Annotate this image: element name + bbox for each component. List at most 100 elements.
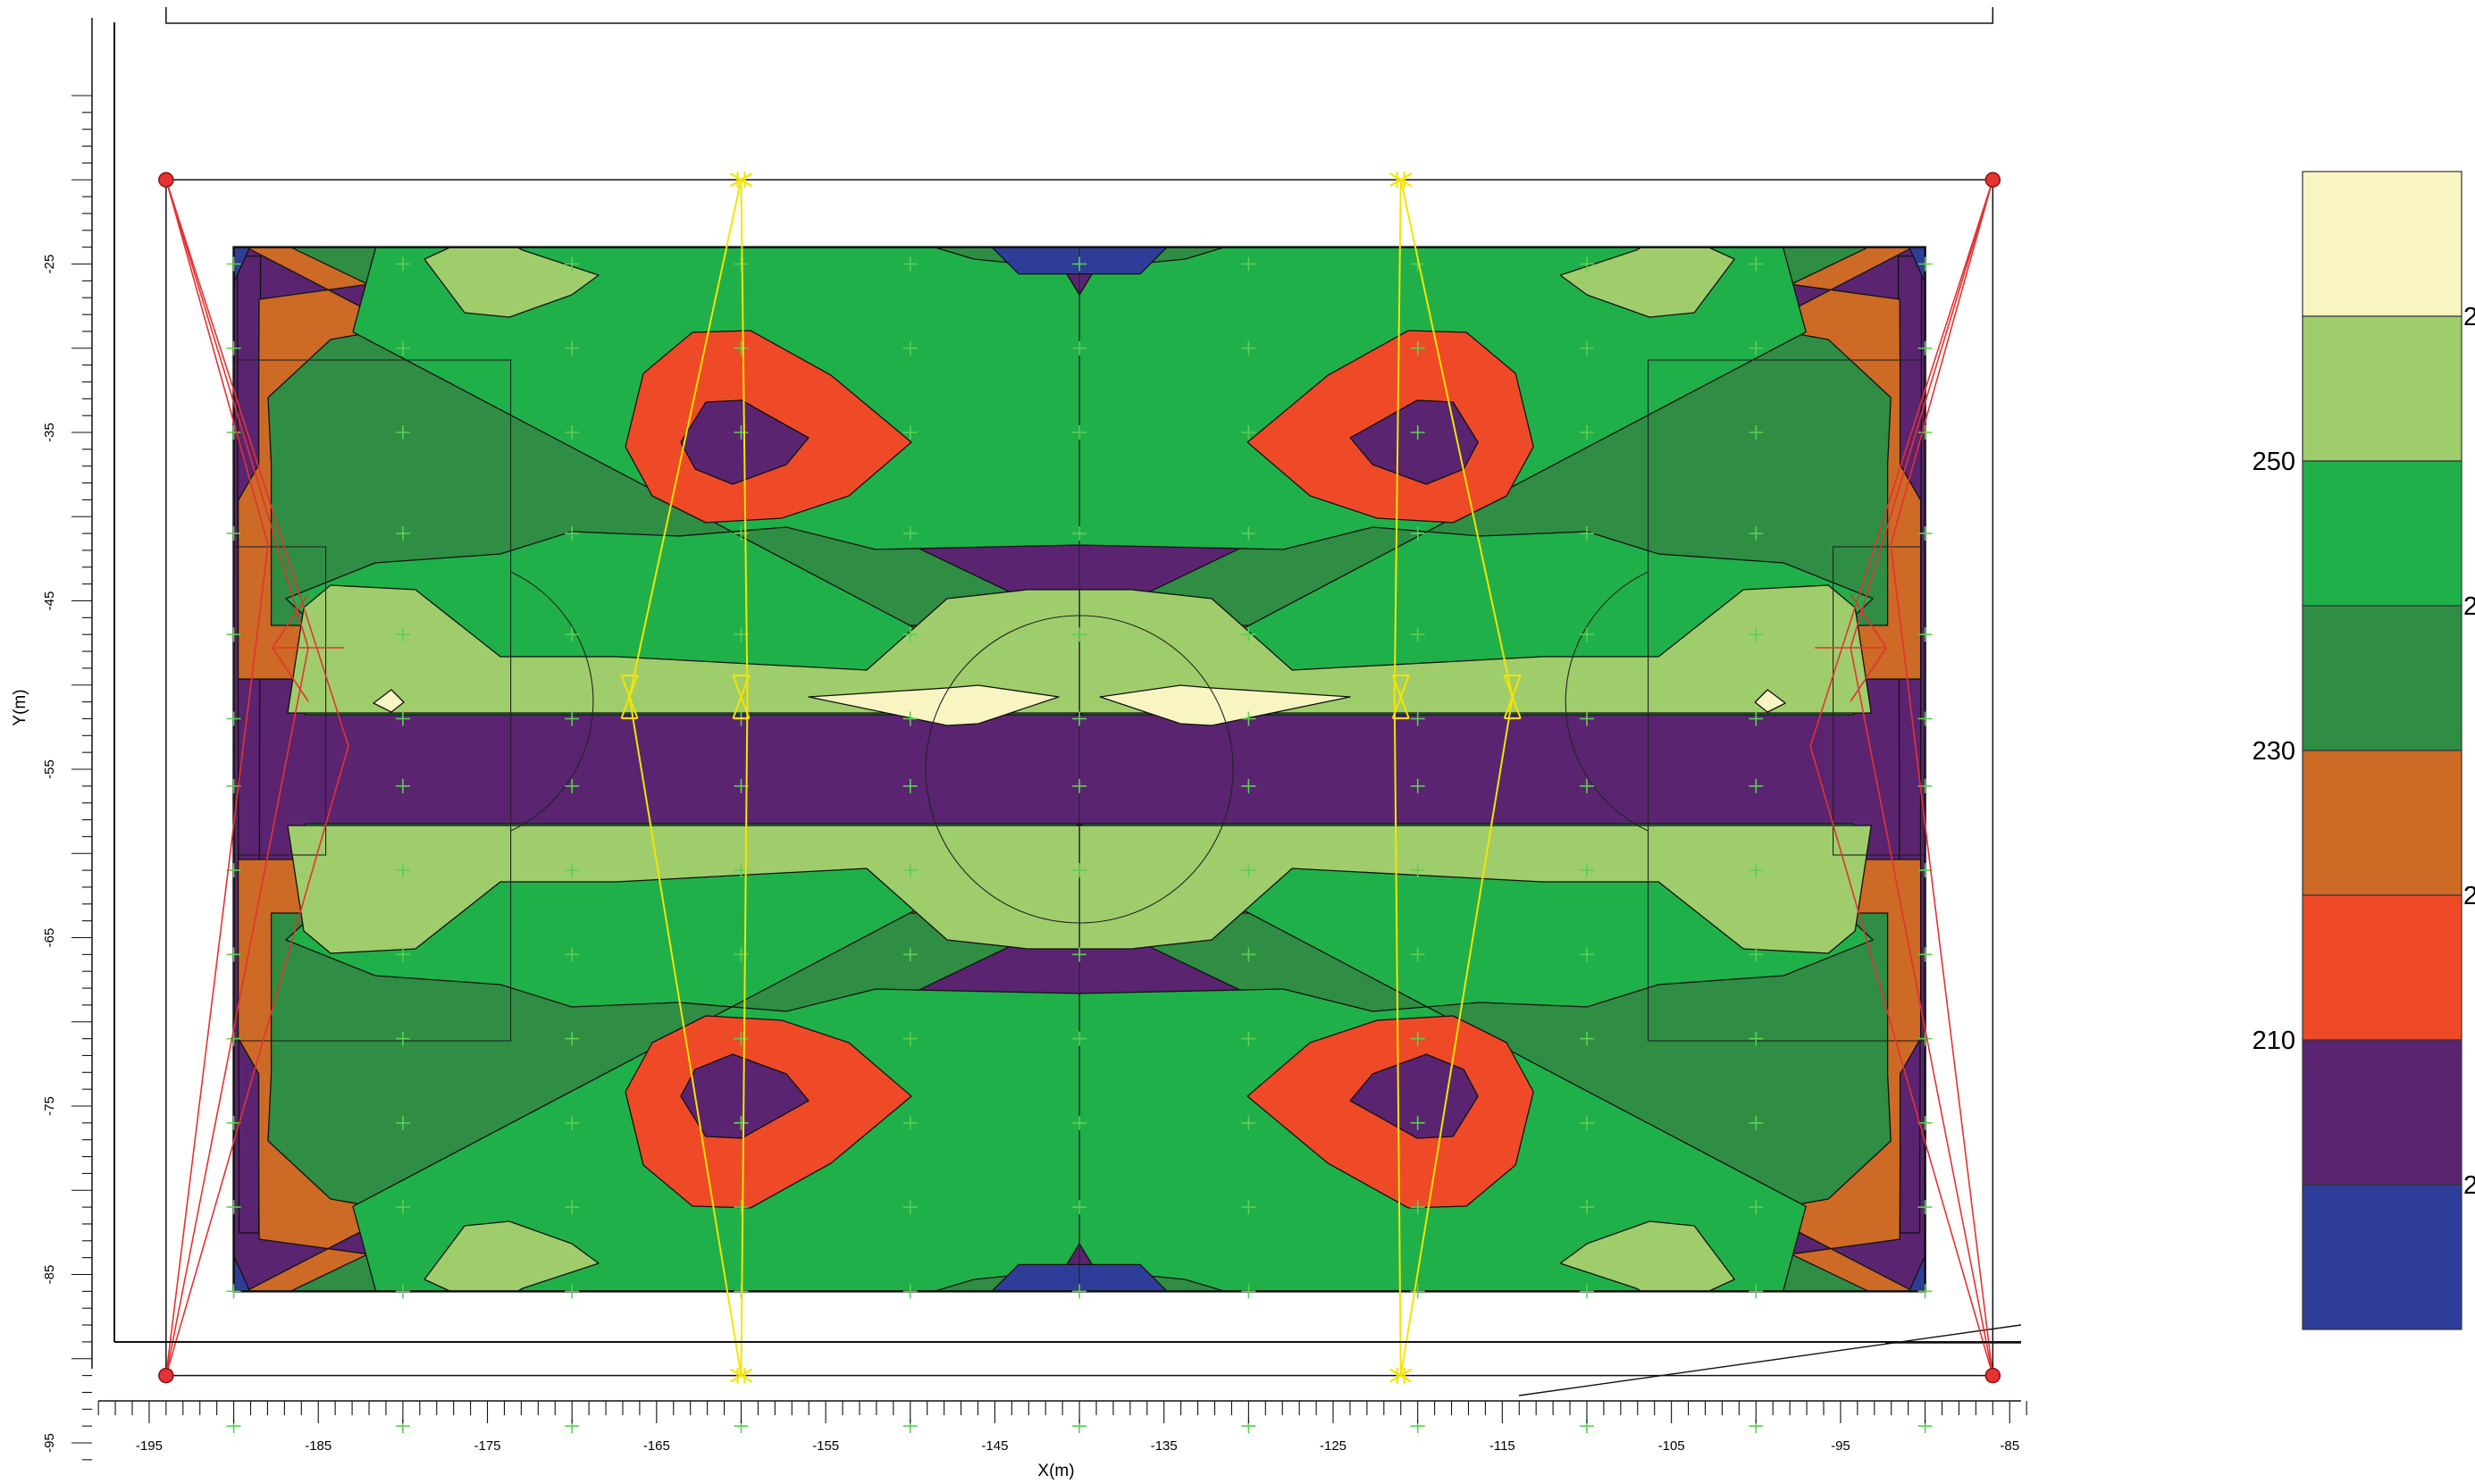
grid-point xyxy=(734,1115,749,1130)
grid-point xyxy=(1241,256,1256,272)
x-tick-label: -85 xyxy=(2000,1438,2019,1454)
grid-point xyxy=(1749,627,1764,642)
grid-point xyxy=(1072,627,1087,642)
grid-point xyxy=(1072,778,1087,793)
grid-point xyxy=(226,340,241,356)
grid-point xyxy=(565,256,580,272)
grid-point xyxy=(902,1284,918,1299)
x-tick-label: -155 xyxy=(812,1438,839,1454)
legend-label-right: 240 xyxy=(2463,592,2475,621)
grid-point xyxy=(565,947,580,962)
grid-point xyxy=(395,340,410,356)
x-tick-label: -95 xyxy=(1831,1438,1850,1454)
grid-point xyxy=(1749,711,1764,726)
grid-point xyxy=(1072,947,1087,962)
grid-point xyxy=(395,1031,410,1046)
y-tick-label: -75 xyxy=(42,1096,57,1116)
grid-point xyxy=(902,778,918,793)
y-tick-label: -65 xyxy=(42,928,57,948)
band-red-br xyxy=(1078,1290,1925,1292)
grid-point xyxy=(734,1200,749,1215)
x-tick-label: -115 xyxy=(1489,1438,1515,1454)
grid-point xyxy=(1749,425,1764,440)
aim-chevron-red xyxy=(1815,593,1887,702)
grid-point xyxy=(1072,526,1087,541)
arc-right xyxy=(1565,571,1649,832)
aim-line-yellow xyxy=(1393,696,1402,1376)
pocket-orange-top-tr xyxy=(1079,205,1247,232)
band-red-tr xyxy=(1078,247,1925,248)
grid-point xyxy=(1072,1284,1087,1299)
grid-point xyxy=(565,425,580,440)
grid-point xyxy=(226,863,241,878)
grid-point xyxy=(1579,1115,1594,1130)
light-sources xyxy=(158,172,2001,1384)
aim-line-red xyxy=(165,180,309,649)
grid-point xyxy=(565,711,580,726)
grid-point xyxy=(226,627,241,642)
grid-point xyxy=(1749,1200,1764,1215)
y-tick-label: -35 xyxy=(42,423,57,442)
grid-point xyxy=(902,863,918,878)
grid-point xyxy=(1579,947,1594,962)
grid-point xyxy=(1410,627,1425,642)
grid-point xyxy=(1917,1115,1933,1130)
grid-point xyxy=(1241,1284,1256,1299)
top-frame xyxy=(165,7,1994,24)
grid-point xyxy=(902,947,918,962)
grid-point xyxy=(1749,947,1764,962)
goal-box-right xyxy=(1833,546,1926,856)
lobe-purple-tr xyxy=(1349,399,1479,485)
grid-point xyxy=(1579,256,1594,272)
grid-point xyxy=(1749,1284,1764,1299)
legend-swatch xyxy=(2302,894,2462,1041)
grid-point xyxy=(1072,711,1087,726)
grid-point xyxy=(1241,526,1256,541)
grid-point xyxy=(1917,863,1933,878)
grid-point xyxy=(1579,1031,1594,1046)
legend-swatch xyxy=(2302,315,2462,462)
contour-layer xyxy=(233,159,1925,1292)
legend-swatch xyxy=(2302,605,2462,751)
arc-left xyxy=(510,571,594,832)
grid-point xyxy=(565,1031,580,1046)
grid-point xyxy=(226,947,241,962)
grid-point xyxy=(1241,778,1256,793)
grid-point xyxy=(395,778,410,793)
aim-line-red xyxy=(1809,745,1994,1376)
grid-point xyxy=(1917,947,1933,962)
legend-label-right: 260 xyxy=(2463,303,2475,331)
aim-line-red xyxy=(165,647,309,1376)
grid-point xyxy=(565,1200,580,1215)
diagonal-line xyxy=(1518,1324,2022,1396)
x-tick-label: -105 xyxy=(1658,1438,1685,1454)
band-lightgreen-pocket-tr xyxy=(1559,247,1735,318)
pocket-top-tr xyxy=(1118,159,1165,177)
aim-line-red xyxy=(1850,647,1994,1376)
aim-target-yellow xyxy=(1503,675,1522,719)
legend-label-right: 200 xyxy=(2463,1171,2475,1200)
grid-point xyxy=(395,425,410,440)
grid-point xyxy=(902,1200,918,1215)
aim-line-yellow xyxy=(1393,180,1402,698)
grid-point xyxy=(395,526,410,541)
grid-point xyxy=(1241,1115,1256,1130)
aim-line-red xyxy=(1850,180,1994,649)
grid-point xyxy=(1410,947,1425,962)
light-source-red xyxy=(158,172,174,188)
grid-point xyxy=(395,1284,410,1299)
aim-line-red xyxy=(165,180,269,546)
grid-point xyxy=(1072,1031,1087,1046)
grid-point xyxy=(1917,1284,1933,1299)
band-red-bl xyxy=(233,1290,1080,1292)
grid-point xyxy=(1749,863,1764,878)
grid-point xyxy=(1579,425,1594,440)
grid-point xyxy=(1917,425,1933,440)
grid-point xyxy=(395,256,410,272)
grid-point xyxy=(1410,340,1425,356)
measurement-grid xyxy=(226,256,1933,1434)
grid-point xyxy=(1072,1200,1087,1215)
grid-point xyxy=(395,1200,410,1215)
y-tick-label: -95 xyxy=(42,1433,57,1453)
